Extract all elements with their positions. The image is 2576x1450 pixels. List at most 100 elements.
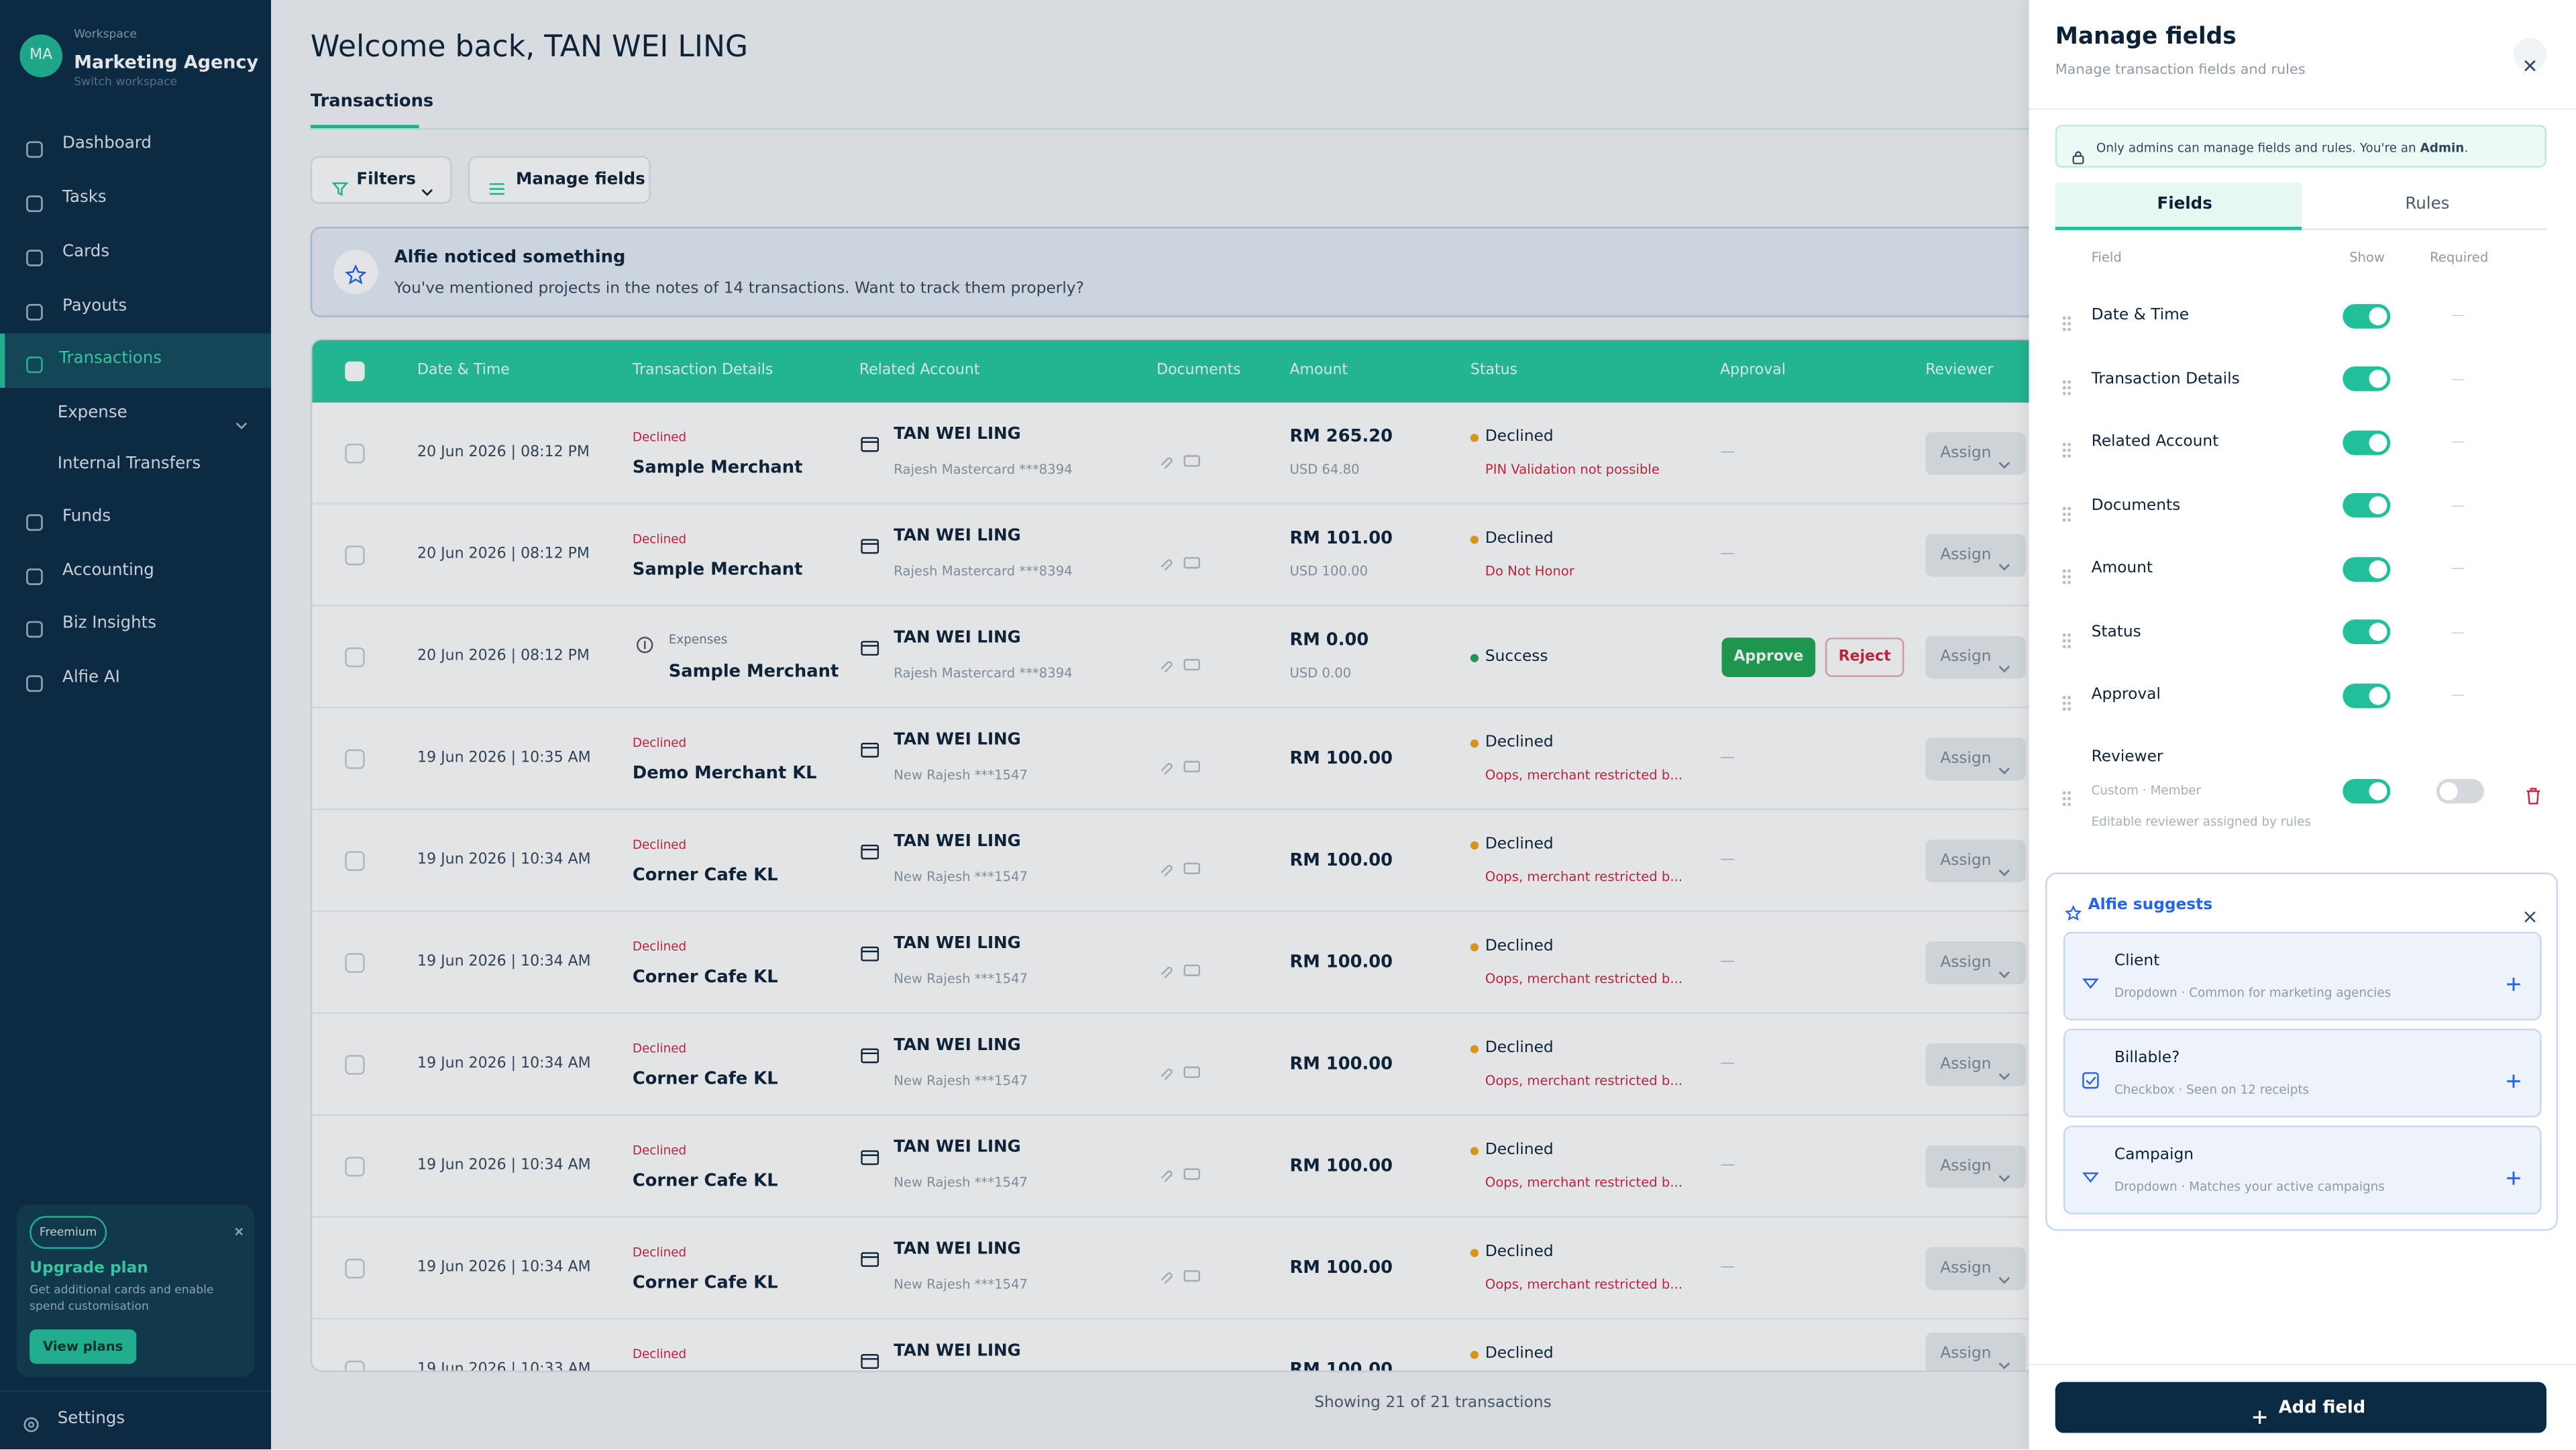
- column-header: Amount: [1289, 362, 1348, 379]
- toggle[interactable]: [2343, 556, 2391, 581]
- subnav-item[interactable]: Internal Transfers: [57, 455, 201, 474]
- checkbox[interactable]: [345, 1157, 365, 1177]
- toggle-knob: [2369, 781, 2387, 800]
- toggle[interactable]: [2343, 493, 2391, 518]
- tab[interactable]: Fields: [2157, 195, 2212, 214]
- status-reason: Oops, merchant restricted b...: [1485, 768, 1683, 783]
- close-icon: [2524, 48, 2537, 72]
- assign-button[interactable]: Assign: [1925, 1145, 2026, 1188]
- workspace-label: Workspace: [74, 28, 137, 41]
- checkbox[interactable]: [345, 953, 365, 973]
- checkbox[interactable]: [345, 851, 365, 871]
- toggle[interactable]: [2343, 619, 2391, 645]
- divider: [2029, 108, 2576, 111]
- icon-shape: [2507, 978, 2520, 991]
- add-icon[interactable]: [2506, 968, 2522, 991]
- upgrade-text: Get additional cards and enable spend cu…: [30, 1283, 214, 1314]
- tab-transactions[interactable]: Transactions: [310, 91, 434, 111]
- toggle[interactable]: [2343, 366, 2391, 391]
- close-icon[interactable]: [2524, 899, 2537, 923]
- tab[interactable]: Rules: [2405, 195, 2450, 214]
- checkbox[interactable]: [345, 1360, 365, 1371]
- assign-button[interactable]: Assign: [1925, 533, 2026, 577]
- assign-button[interactable]: Assign: [1925, 1043, 2026, 1086]
- drag-handle[interactable]: [2061, 434, 2072, 458]
- add-icon[interactable]: [2506, 1065, 2522, 1088]
- assign-button[interactable]: Assign: [1925, 941, 2026, 984]
- assign-button[interactable]: Assign: [1925, 1247, 2026, 1290]
- icon-shape: [2524, 60, 2536, 72]
- nav-icon: [25, 243, 44, 266]
- suggestion[interactable]: Campaign Dropdown · Matches your active c…: [2063, 1125, 2542, 1214]
- icon-shape: [2062, 644, 2066, 648]
- assign-button[interactable]: Assign: [1925, 1333, 2026, 1371]
- drag-handle[interactable]: [2061, 687, 2072, 711]
- checkbox[interactable]: [345, 647, 365, 668]
- approve-button[interactable]: Approve: [1721, 637, 1816, 677]
- nav-item[interactable]: Tasks: [62, 189, 107, 207]
- assign-label: Assign: [1940, 444, 1992, 462]
- drag-handle[interactable]: [2061, 782, 2072, 807]
- drag-handle[interactable]: [2061, 307, 2072, 331]
- close-button[interactable]: [2513, 38, 2546, 72]
- icon-shape: [2062, 696, 2071, 711]
- nav-item[interactable]: Transactions: [59, 350, 162, 368]
- assign-button[interactable]: Assign: [1925, 432, 2026, 475]
- checkbox[interactable]: [345, 1055, 365, 1075]
- icon-shape: [2064, 904, 2082, 921]
- toggle-knob: [2369, 496, 2387, 515]
- delete-icon[interactable]: [2525, 780, 2541, 805]
- approval: —: [1720, 852, 1735, 869]
- assign-button[interactable]: Assign: [1925, 839, 2026, 883]
- column-header: Approval: [1720, 362, 1786, 379]
- filters-button[interactable]: Filters: [310, 156, 452, 204]
- card: New Rajesh ***1547: [894, 971, 1028, 986]
- assign-button[interactable]: Assign: [1925, 737, 2026, 781]
- icon-shape: [2062, 454, 2066, 458]
- notice-part: Admin: [2420, 140, 2465, 155]
- assign-button[interactable]: Assign: [1925, 635, 2026, 679]
- icon-shape: [861, 844, 879, 860]
- toggle[interactable]: [2343, 682, 2391, 708]
- icon-shape: [2068, 580, 2071, 584]
- checkbox[interactable]: [345, 546, 365, 566]
- drag-handle[interactable]: [2061, 497, 2072, 521]
- suggestion[interactable]: Billable? Checkbox · Seen on 12 receipts: [2063, 1029, 2542, 1118]
- nav-item[interactable]: Funds: [62, 507, 111, 526]
- icon-shape: [2068, 707, 2071, 711]
- checkbox[interactable]: [345, 749, 365, 770]
- drag-handle[interactable]: [2061, 623, 2072, 648]
- manage-fields-button[interactable]: Manage fields: [468, 156, 651, 204]
- add-icon[interactable]: [2506, 1161, 2522, 1185]
- drag-handle[interactable]: [2061, 370, 2072, 395]
- checkbox[interactable]: [345, 1258, 365, 1279]
- toggle[interactable]: [2343, 303, 2391, 328]
- status: Declined: [1485, 835, 1554, 853]
- icon-shape: [861, 641, 879, 656]
- toggle[interactable]: [2343, 778, 2391, 803]
- suggestion[interactable]: Client Dropdown · Common for marketing ag…: [2063, 931, 2542, 1021]
- add-field-button[interactable]: Add field: [2055, 1382, 2546, 1433]
- nav-item[interactable]: Payouts: [62, 297, 127, 316]
- nav-item[interactable]: Biz Insights: [62, 614, 157, 633]
- drag-handle[interactable]: [2061, 560, 2072, 584]
- close-icon[interactable]: [233, 1212, 245, 1236]
- checkbox[interactable]: [345, 361, 365, 382]
- nav-item[interactable]: Alfie AI: [62, 668, 120, 687]
- upgrade-card: Freemium Upgrade plan Get additional cards…: [16, 1204, 255, 1378]
- nav-item[interactable]: Accounting: [62, 562, 154, 580]
- merchant: Corner Cafe KL: [632, 967, 778, 988]
- tab-line: [310, 128, 2029, 130]
- reject-button[interactable]: Reject: [1825, 637, 1904, 677]
- settings[interactable]: Settings: [57, 1410, 125, 1429]
- toggle[interactable]: [2436, 778, 2484, 803]
- nav-item[interactable]: Cards: [62, 243, 110, 262]
- toggle[interactable]: [2343, 429, 2391, 455]
- amount: RM 0.00: [1289, 630, 1369, 651]
- status: Declined: [1485, 937, 1554, 955]
- checkbox[interactable]: [345, 444, 365, 464]
- nav-item[interactable]: Dashboard: [62, 134, 152, 153]
- view-plans-button[interactable]: View plans: [30, 1329, 137, 1364]
- icon-shape: [2062, 379, 2071, 395]
- subnav-item[interactable]: Expense: [57, 404, 127, 423]
